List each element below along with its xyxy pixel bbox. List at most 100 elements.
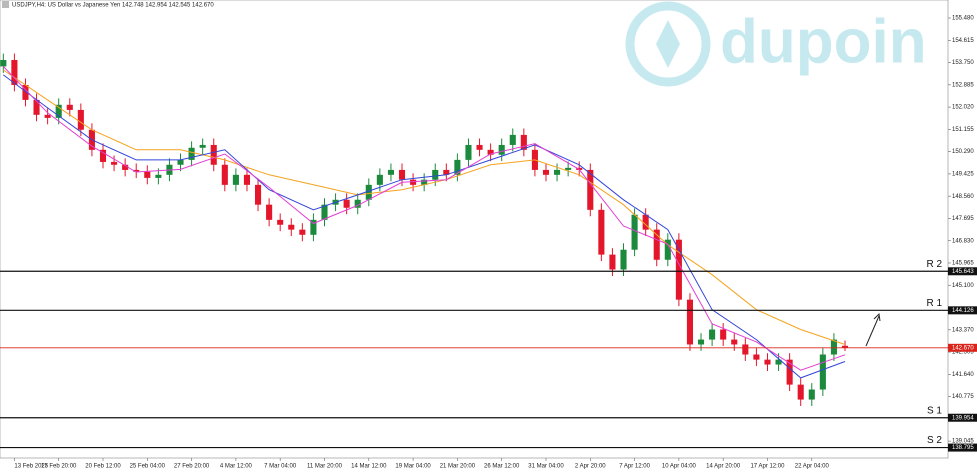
moving-average-line xyxy=(3,69,846,345)
candle-body xyxy=(841,345,849,348)
y-tick-label: 145.965 xyxy=(952,261,974,267)
candle-body xyxy=(476,144,483,150)
candle-body xyxy=(111,161,118,165)
y-tick-label: 154.615 xyxy=(952,38,974,44)
candle-body xyxy=(254,184,262,205)
y-tick-label: 150.290 xyxy=(952,149,974,155)
y-tick-label: 155.480 xyxy=(952,16,974,22)
trend-arrow xyxy=(865,312,881,347)
x-tick-label: 17 Apr 12:00 xyxy=(750,464,785,470)
y-tick-label: 146.830 xyxy=(952,238,974,244)
candle-body xyxy=(742,344,749,355)
x-tick-label: 31 Mar 04:00 xyxy=(528,464,564,470)
x-tick-label: 27 Feb 20:00 xyxy=(174,464,210,470)
level-price: 138.795 xyxy=(952,445,974,451)
x-tick-label: 7 Apr 12:00 xyxy=(619,464,650,470)
y-tick-label: 148.560 xyxy=(952,194,974,200)
level-tag xyxy=(948,267,977,276)
candle-body xyxy=(343,199,350,208)
candle-body xyxy=(266,204,273,220)
candle-body xyxy=(299,229,306,235)
candle-body xyxy=(0,59,7,67)
y-tick-label: 147.695 xyxy=(952,216,974,222)
watermark-logo xyxy=(625,1,711,87)
candle-body xyxy=(830,339,837,355)
candle-body xyxy=(432,169,439,180)
x-tick-label: 17 Feb 20:00 xyxy=(41,464,77,470)
candle-body xyxy=(133,169,140,172)
x-tick-label: 22 Apr 04:00 xyxy=(795,464,830,470)
candle-body xyxy=(797,384,804,400)
candle-body xyxy=(465,144,472,160)
candle-body xyxy=(520,134,527,150)
candle-body xyxy=(421,179,428,185)
x-tick-label: 19 Mar 04:00 xyxy=(395,464,431,470)
candle-body xyxy=(664,239,671,260)
y-tick-label: 141.640 xyxy=(952,372,974,378)
moving-average-line xyxy=(3,74,846,379)
x-tick-label: 14 Apr 20:00 xyxy=(706,464,741,470)
candle-body xyxy=(354,199,361,208)
candle-body xyxy=(498,144,505,155)
candle-body xyxy=(398,169,406,180)
candle-body xyxy=(288,224,295,230)
current-price-tag xyxy=(948,343,977,352)
candle-body xyxy=(620,249,627,270)
x-tick-label: 10 Apr 04:00 xyxy=(662,464,697,470)
candle-body xyxy=(376,174,383,185)
candle-body xyxy=(454,159,461,175)
candle-body xyxy=(199,144,206,148)
y-tick-label: 140.775 xyxy=(952,394,974,400)
level-name: S 2 xyxy=(927,435,942,446)
symbol-icon xyxy=(2,1,9,8)
x-tick-label: 2 Apr 20:00 xyxy=(575,464,606,470)
candle-body xyxy=(122,164,129,170)
candle-body xyxy=(753,354,760,360)
y-tick-label: 149.425 xyxy=(952,171,974,177)
candle-body xyxy=(77,109,84,130)
chart-title: USDJPY,H4: US Dollar vs Japanese Yen 142… xyxy=(12,3,214,9)
level-price: 144.126 xyxy=(952,308,974,314)
candle-body xyxy=(675,239,682,300)
level-price: 139.954 xyxy=(952,415,974,421)
level-tag xyxy=(948,306,977,315)
level-name: S 1 xyxy=(927,405,942,416)
candle-body xyxy=(542,169,550,175)
current-price-label: 142.670 xyxy=(952,345,974,351)
candle-body xyxy=(365,184,372,200)
candle-body xyxy=(443,169,450,175)
candle-body xyxy=(221,164,228,185)
level-tag xyxy=(948,443,977,452)
candle-body xyxy=(310,219,317,235)
candle-body xyxy=(653,229,660,260)
candle-body xyxy=(775,359,782,365)
x-tick-label: 4 Mar 12:00 xyxy=(220,464,253,470)
candle-body xyxy=(387,169,394,175)
y-tick-label: 153.750 xyxy=(952,60,974,66)
y-tick-label: 142.505 xyxy=(952,350,974,356)
level-price: 145.643 xyxy=(952,269,974,275)
candle-body xyxy=(720,329,727,340)
candle-body xyxy=(55,104,62,118)
y-tick-label: 139.045 xyxy=(952,439,974,445)
candle-body xyxy=(631,214,638,250)
y-tick-label: 151.155 xyxy=(952,127,974,133)
watermark: dupoin xyxy=(720,7,927,76)
candle-body xyxy=(642,214,649,230)
candle-body xyxy=(487,149,494,155)
candle-body xyxy=(22,84,29,100)
candle-body xyxy=(177,159,184,165)
candle-body xyxy=(155,174,162,178)
candle-body xyxy=(33,99,40,115)
candle-body xyxy=(188,147,195,160)
candle-body xyxy=(565,167,572,170)
candle-body xyxy=(686,299,694,345)
candle-body xyxy=(808,389,815,400)
candle-body xyxy=(99,149,107,162)
candle-body xyxy=(44,114,51,118)
x-tick-label: 7 Mar 04:00 xyxy=(264,464,297,470)
level-tag xyxy=(948,413,977,422)
candle-body xyxy=(243,174,251,185)
